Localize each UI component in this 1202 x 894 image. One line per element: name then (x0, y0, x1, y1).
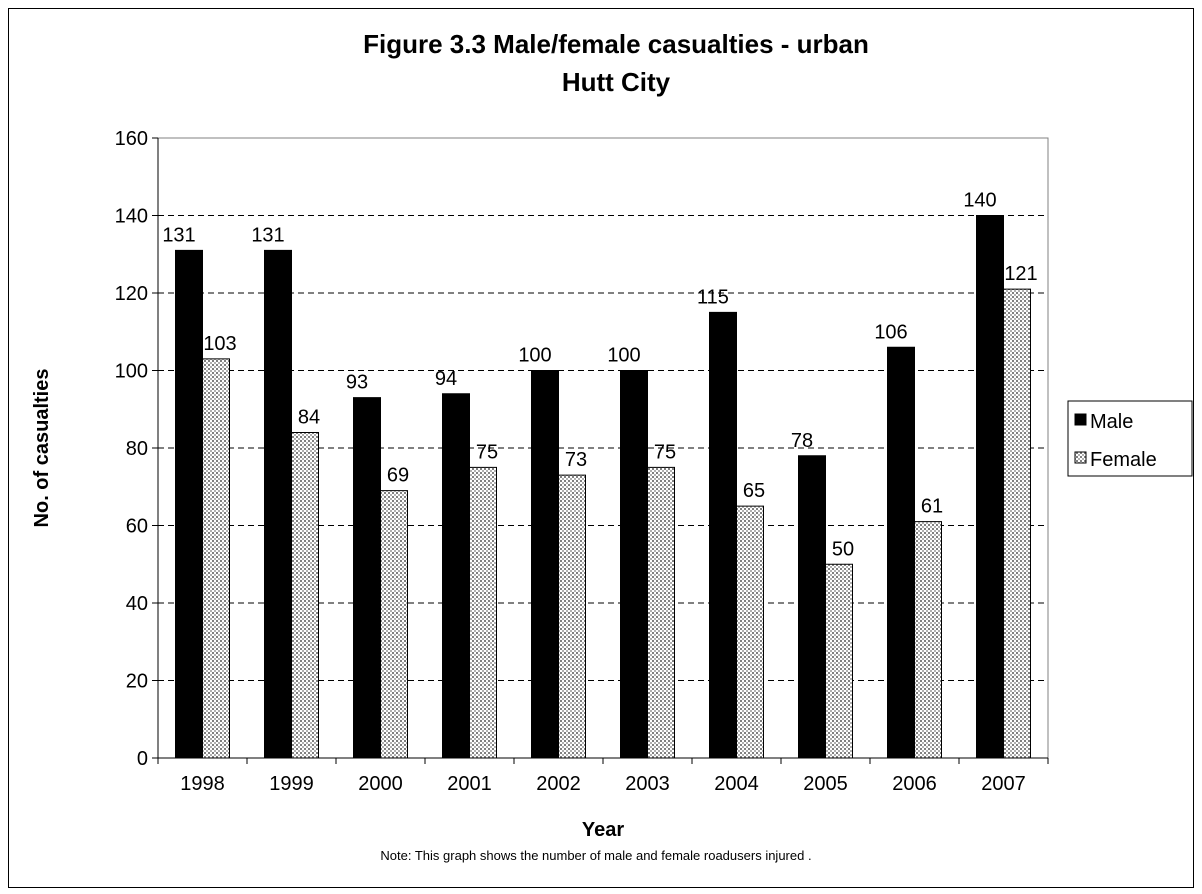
chart-subtitle: Hutt City (562, 67, 671, 97)
bar-female (736, 505, 764, 759)
bar-male (709, 311, 737, 759)
data-label-male: 100 (607, 345, 640, 367)
bar-female (1003, 288, 1031, 759)
x-tick-label: 2002 (536, 773, 581, 795)
x-tick-label: 2005 (803, 773, 848, 795)
legend-swatch-female (1074, 451, 1087, 464)
bar-male (798, 455, 826, 759)
bar-female (558, 474, 586, 759)
y-tick-label: 100 (115, 361, 148, 383)
x-tick-label: 2004 (714, 773, 759, 795)
bar-male (620, 370, 648, 759)
chart-frame (8, 8, 1194, 888)
bar-female (647, 466, 675, 759)
data-label-female: 103 (203, 333, 236, 355)
data-label-male: 106 (874, 321, 907, 343)
data-label-female: 65 (743, 480, 765, 502)
data-label-male: 131 (251, 224, 284, 246)
data-label-female: 73 (565, 449, 587, 471)
data-label-female: 121 (1004, 263, 1037, 285)
bar-female (202, 358, 230, 759)
data-label-male: 93 (346, 372, 368, 394)
bar-male (353, 397, 381, 759)
data-label-male: 115 (697, 286, 729, 308)
x-tick-label: 2001 (447, 773, 492, 795)
bar-male (887, 346, 915, 759)
bar-male (976, 215, 1004, 759)
y-tick-label: 140 (115, 206, 148, 228)
y-tick-label: 120 (115, 283, 148, 305)
data-label-male: 94 (435, 368, 457, 390)
data-label-female: 84 (298, 407, 320, 429)
legend-swatch-male (1074, 413, 1087, 426)
x-tick-label: 1998 (180, 773, 225, 795)
bar-female (291, 432, 319, 759)
x-axis: 1998 1999 2000 2001 2002 2003 2004 2005 2006 2007 (157, 757, 1049, 795)
bar-female (914, 521, 942, 759)
data-label-male: 131 (162, 224, 195, 246)
legend-label-male: Male (1090, 411, 1133, 433)
legend-label-female: Female (1090, 449, 1157, 471)
data-label-female: 75 (476, 441, 498, 463)
bar-male (442, 393, 470, 759)
x-tick-label: 1999 (269, 773, 314, 795)
bars (175, 215, 1031, 759)
data-label-male: 140 (963, 190, 996, 212)
y-tick-label: 60 (126, 516, 148, 538)
y-tick-label: 40 (126, 593, 148, 615)
data-label-female: 61 (921, 496, 943, 518)
data-label-female: 69 (387, 465, 409, 487)
x-tick-label: 2006 (892, 773, 937, 795)
data-label-male: 78 (791, 430, 813, 452)
legend-box (1067, 400, 1193, 477)
chart-note: Note: This graph shows the number of mal… (380, 848, 811, 863)
y-tick-label: 80 (126, 438, 148, 460)
y-axis: 0 20 40 60 80 100 120 140 160 (115, 128, 159, 770)
x-tick-label: 2003 (625, 773, 670, 795)
legend: Male Female (1067, 400, 1193, 477)
y-tick-label: 0 (137, 748, 148, 770)
data-labels: 131 103 131 84 93 69 94 75 100 73 100 75 115 65 78 50 10… (162, 190, 1037, 561)
data-label-male: 100 (518, 345, 551, 367)
bar-female (469, 466, 497, 759)
chart-title: Figure 3.3 Male/female casualties - urba… (363, 29, 869, 59)
x-tick-label: 2000 (358, 773, 403, 795)
bar-male (264, 249, 292, 759)
x-tick-label: 2007 (981, 773, 1026, 795)
y-axis-title: No. of casualties (31, 369, 53, 528)
y-tick-label: 160 (115, 128, 148, 150)
data-label-female: 75 (654, 441, 676, 463)
y-tick-label: 20 (126, 671, 148, 693)
bar-male (531, 370, 559, 759)
bar-female (380, 490, 408, 759)
data-label-female: 50 (832, 538, 854, 560)
x-axis-title: Year (582, 819, 624, 841)
bar-male (175, 249, 203, 759)
bar-female (825, 563, 853, 759)
